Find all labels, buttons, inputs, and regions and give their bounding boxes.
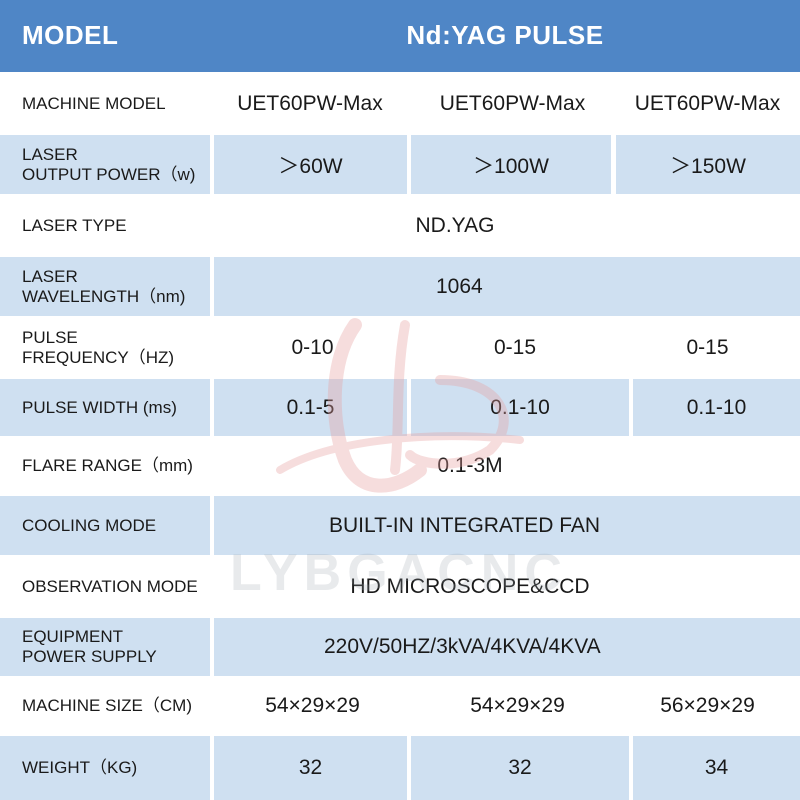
table-row: LASER WAVELENGTH（nm) 1064 <box>0 257 800 316</box>
cell-value: UET60PW-Max <box>237 91 383 115</box>
row-label: MACHINE SIZE（CM) <box>22 696 192 715</box>
cell-value: 32 <box>411 736 629 800</box>
cell-value: 56×29×29 <box>660 694 755 717</box>
row-label: EQUIPMENT POWER SUPPLY <box>0 618 210 676</box>
row-label: PULSE FREQUENCY（HZ) <box>22 327 175 367</box>
cell-value: 0.1-5 <box>214 379 407 436</box>
row-label: OBSERVATION MODE <box>22 576 198 596</box>
table-header: MODEL Nd:YAG PULSE <box>0 0 800 72</box>
row-label: FLARE RANGE（mm) <box>22 456 193 475</box>
cell-value: 0-15 <box>686 335 729 359</box>
cell-value: ＞100W <box>411 135 611 194</box>
cell-value: 1064 <box>214 257 800 316</box>
table-row: EQUIPMENT POWER SUPPLY 220V/50HZ/3kVA/4KV… <box>0 618 800 676</box>
cell-value: ＞150W <box>616 135 800 194</box>
row-label: LASER WAVELENGTH（nm) <box>0 257 210 316</box>
table-row: FLARE RANGE（mm) 0.1-3M <box>0 438 800 494</box>
row-label: LASER TYPE <box>22 215 127 235</box>
cell-value: 0-10 <box>291 335 334 359</box>
table-row: PULSE FREQUENCY（HZ) 0-10 0-15 0-15 <box>0 318 800 377</box>
table-row: LASER OUTPUT POWER（w) ＞60W ＞100W ＞150W <box>0 135 800 194</box>
cell-value: UET60PW-Max <box>634 91 781 115</box>
table-row: COOLING MODE BUILT-IN INTEGRATED FAN <box>0 496 800 555</box>
table-row: MACHINE MODEL UET60PW-Max UET60PW-Max UE… <box>0 74 800 133</box>
laser-type-header: Nd:YAG PULSE <box>406 20 604 50</box>
row-label: PULSE WIDTH (ms) <box>0 379 210 436</box>
cell-value: 0-15 <box>493 335 537 359</box>
cell-value: 32 <box>214 736 407 800</box>
cell-value: 220V/50HZ/3kVA/4KVA/4KVA <box>214 618 800 676</box>
cell-value: 0.1-3M <box>437 454 503 477</box>
cell-value: UET60PW-Max <box>439 91 586 115</box>
cell-value: 54×29×29 <box>470 694 565 717</box>
cell-value: ND.YAG <box>415 213 495 237</box>
model-header: MODEL <box>22 20 119 50</box>
table-row: WEIGHT（KG) 32 32 34 <box>0 736 800 800</box>
row-label: MACHINE MODEL <box>22 93 166 113</box>
table-row: OBSERVATION MODE HD MICROSCOPE&CCD <box>0 557 800 616</box>
cell-value: ＞60W <box>214 135 407 194</box>
cell-value: BUILT-IN INTEGRATED FAN <box>214 496 800 555</box>
table-row: MACHINE SIZE（CM) 54×29×29 54×29×29 56×29… <box>0 678 800 734</box>
table-row: LASER TYPE ND.YAG <box>0 196 800 255</box>
cell-value: HD MICROSCOPE&CCD <box>350 574 590 598</box>
row-label: LASER OUTPUT POWER（w) <box>0 135 210 194</box>
cell-value: 0.1-10 <box>411 379 629 436</box>
row-label: COOLING MODE <box>0 496 210 555</box>
row-label: WEIGHT（KG) <box>0 736 210 800</box>
cell-value: 0.1-10 <box>633 379 800 436</box>
cell-value: 54×29×29 <box>265 694 360 717</box>
cell-value: 34 <box>633 736 800 800</box>
table-row: PULSE WIDTH (ms) 0.1-5 0.1-10 0.1-10 <box>0 379 800 436</box>
